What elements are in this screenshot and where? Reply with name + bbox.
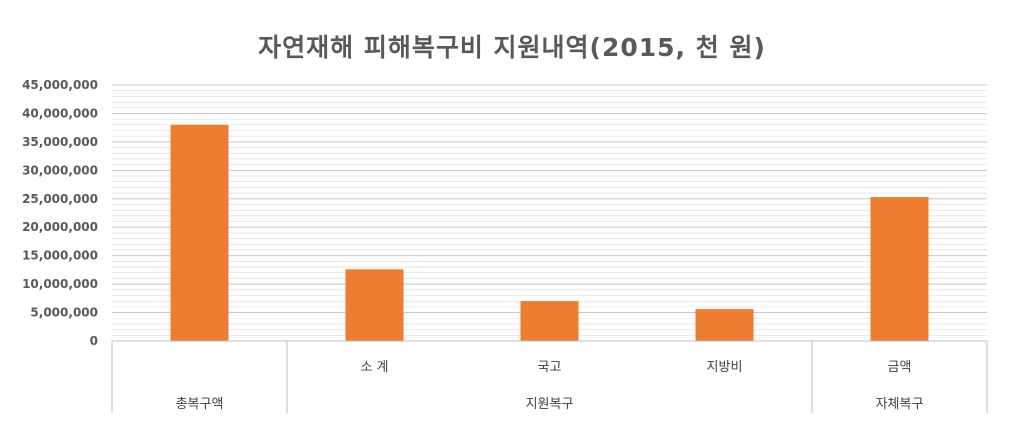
bar — [695, 309, 754, 341]
chart-title: 자연재해 피해복구비 지원내역(2015, 천 원) — [258, 33, 766, 62]
x-category-label: 지방비 — [707, 360, 743, 375]
gridlines — [112, 84, 987, 342]
x-category-label: 금액 — [888, 360, 912, 375]
y-tick-label: 40,000,000 — [22, 106, 98, 120]
bar — [170, 124, 229, 341]
y-tick-label: 30,000,000 — [22, 163, 98, 177]
x-group-label: 자체복구 — [876, 397, 924, 412]
bar — [520, 301, 579, 341]
y-tick-label: 20,000,000 — [22, 220, 98, 234]
y-tick-label: 15,000,000 — [22, 249, 98, 263]
bars — [170, 124, 929, 341]
x-category-label: 소 계 — [360, 360, 388, 375]
y-tick-label: 10,000,000 — [22, 277, 98, 291]
y-tick-label: 25,000,000 — [22, 192, 98, 206]
y-tick-label: 45,000,000 — [22, 78, 98, 92]
y-tick-label: 35,000,000 — [22, 135, 98, 149]
x-category-label: 국고 — [538, 360, 562, 375]
y-tick-label: 0 — [90, 334, 98, 348]
y-tick-label: 5,000,000 — [30, 306, 98, 320]
bar — [870, 197, 929, 341]
y-axis: 0 5,000,000 10,000,000 15,000,000 20,000,000… — [22, 78, 98, 348]
bar — [345, 269, 404, 341]
x-group-label: 지원복구 — [526, 397, 574, 412]
x-group-label: 총복구액 — [176, 397, 224, 412]
